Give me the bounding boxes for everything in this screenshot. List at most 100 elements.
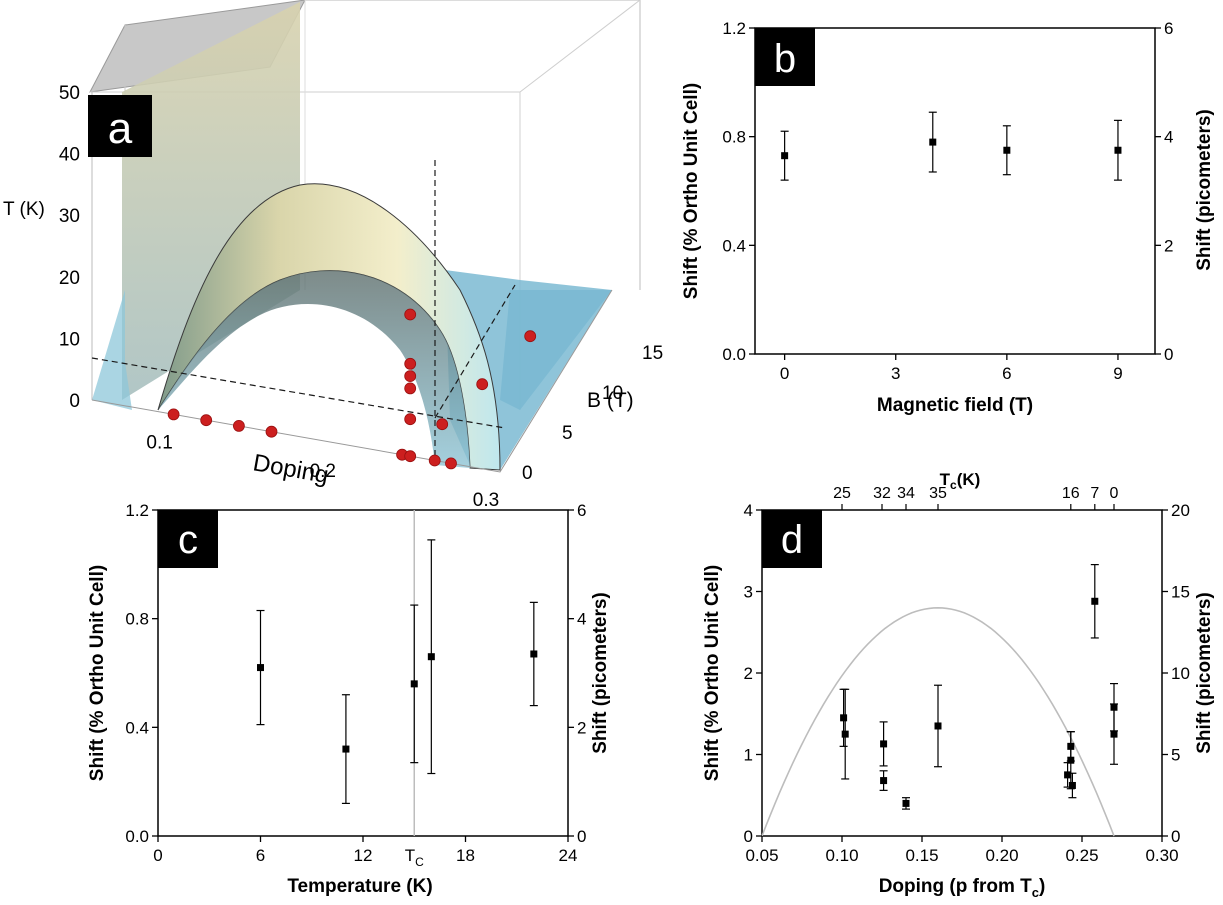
c-y-label: Shift (% Ortho Unit Cell) [87, 565, 108, 781]
y2-tick-label: 5 [1171, 746, 1180, 765]
y2-tick-label: 0 [1171, 827, 1180, 846]
x-tick-label: 6 [1002, 364, 1011, 383]
a-y-label: B (T) [587, 389, 634, 412]
panel-a: 50 40 30 20 10 0 T (K) 0.1 0.2 0.3 Doping 0 5 10 1… [3, 0, 663, 511]
tc-tick-label: TC [405, 846, 424, 869]
y-tick-label: 0.0 [125, 827, 149, 846]
z-tick-label: 50 [59, 83, 80, 104]
data-point [167, 408, 180, 421]
z-tick-label: 40 [59, 145, 80, 166]
c-y2-label: Shift (picometers) [590, 592, 611, 754]
data-point [404, 357, 417, 370]
panel-letter-d: d [781, 518, 803, 562]
y-tick-label: 2 [744, 664, 753, 683]
y-tick-label: 0 [744, 827, 753, 846]
data-point [1114, 146, 1122, 154]
x-tick-label: 0 [780, 364, 789, 383]
data-point [404, 308, 417, 321]
y-tick-label: 10 [602, 383, 623, 404]
y-tick-label: 0.4 [722, 236, 746, 255]
data-point [524, 330, 537, 343]
d-x-label: Doping (p from Tc) [879, 876, 1046, 900]
box-edge [305, 0, 641, 290]
y-tick-label: 5 [562, 423, 573, 444]
data-point [1091, 597, 1099, 605]
y-tick-label: 4 [744, 501, 753, 520]
data-point [1064, 771, 1072, 779]
data-point [530, 650, 538, 658]
x-tick-label: 3 [891, 364, 900, 383]
y-tick-label: 1 [744, 746, 753, 765]
data-point [476, 378, 489, 391]
y-tick-label: 1.2 [125, 501, 149, 520]
c-x-label: Temperature (K) [287, 876, 432, 897]
z-tick-label: 10 [59, 329, 80, 350]
x-tick-label: 6 [256, 846, 265, 865]
b-x-label: Magnetic field (T) [877, 395, 1033, 416]
y2-tick-label: 4 [577, 610, 586, 629]
floor-plane [92, 290, 132, 410]
x-tick-label: 18 [456, 846, 475, 865]
y2-tick-label: 0 [1164, 345, 1173, 364]
data-point [257, 664, 264, 672]
tc-dome-curve [761, 606, 1115, 837]
y-tick-label: 0 [522, 463, 533, 484]
y2-tick-label: 20 [1171, 501, 1190, 520]
panel-letter-a: a [108, 104, 133, 153]
z-tick-label: 20 [59, 268, 80, 289]
data-point [404, 370, 417, 383]
a-x-label: Doping [251, 449, 331, 489]
d-top-label: Tc(K) [940, 470, 981, 492]
a-z-label: T (K) [3, 199, 45, 220]
data-point [934, 722, 942, 730]
top-tick-label: 25 [833, 485, 851, 502]
data-point [265, 425, 278, 438]
x-tick-label: 0.3 [473, 490, 499, 511]
a-points [167, 308, 537, 470]
data-point [404, 450, 417, 463]
data-point [1110, 730, 1118, 738]
b-marks: 0 3 6 9 0.0 0.4 0.8 1.2 0 2 4 6 [722, 19, 1173, 383]
x-tick-label: 0.10 [825, 846, 858, 865]
y-tick-label: 15 [642, 343, 663, 364]
d-y2-label: Shift (picometers) [1194, 592, 1215, 754]
panel-letter-c: c [178, 518, 198, 562]
top-tick-label: 35 [929, 485, 947, 502]
data-point [436, 418, 449, 431]
top-tick-label: 16 [1062, 485, 1080, 502]
y2-tick-label: 4 [1164, 128, 1173, 147]
y2-tick-label: 6 [577, 501, 586, 520]
y2-tick-label: 15 [1171, 583, 1190, 602]
panel-badge-d [762, 510, 822, 568]
x-tick-label: 0.15 [905, 846, 938, 865]
top-tick-label: 34 [897, 485, 915, 502]
x-tick-label: 0.05 [745, 846, 778, 865]
top-tick-label: 0 [1110, 485, 1119, 502]
data-point [841, 730, 849, 738]
data-point [410, 680, 418, 688]
z-tick-label: 30 [59, 206, 80, 227]
y-tick-label: 0.0 [722, 345, 746, 364]
y-tick-label: 1.2 [722, 19, 746, 38]
a-x-ticks: 0.1 0.2 0.3 [146, 432, 499, 511]
top-tick-label: 7 [1090, 485, 1099, 502]
data-point [929, 138, 937, 146]
data-point [232, 419, 245, 432]
data-point [781, 152, 789, 160]
guide-line [434, 284, 516, 419]
x-tick-label: 0.1 [146, 432, 172, 453]
data-point [404, 382, 417, 395]
y2-tick-label: 0 [577, 827, 586, 846]
box-edge [91, 289, 613, 473]
x-tick-label: 12 [354, 846, 373, 865]
x-tick-label: 0.2 [310, 461, 336, 482]
data-point [880, 740, 888, 748]
top-tick-label: 32 [873, 485, 891, 502]
y2-tick-label: 10 [1171, 664, 1190, 683]
panel-letter-b: b [774, 37, 796, 81]
x-tick-label: 0 [153, 846, 162, 865]
y-tick-label: 0.8 [125, 610, 149, 629]
